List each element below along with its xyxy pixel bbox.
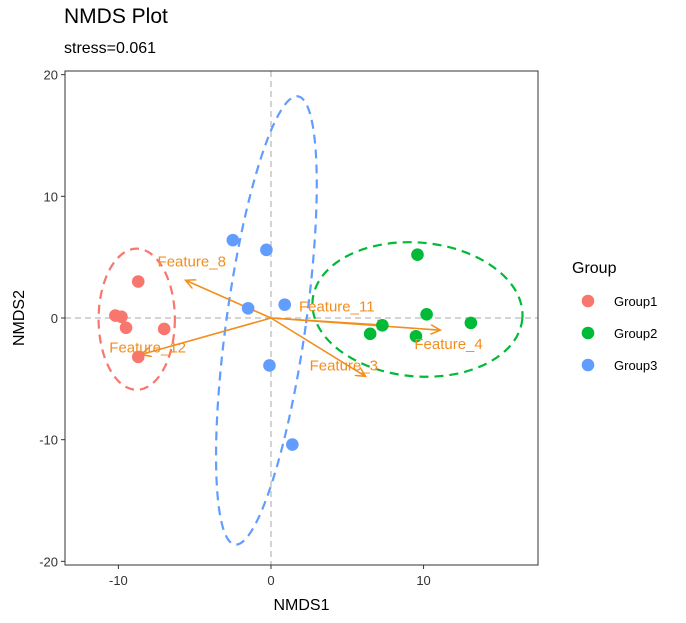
y-axis-title: NMDS2	[11, 290, 28, 346]
point-group2	[376, 319, 389, 332]
vector-label-feature_3: Feature_3	[310, 357, 378, 374]
legend-key-group3	[581, 358, 595, 372]
point-group2	[409, 329, 423, 343]
reference-lines	[65, 71, 538, 565]
legend-label-group2: Group2	[614, 326, 657, 341]
vector-feature_3	[270, 317, 366, 376]
data-points	[109, 233, 478, 451]
point-group3	[278, 298, 292, 311]
vector-feature_12	[141, 317, 272, 355]
feature-vectors	[141, 280, 440, 376]
point-group3	[263, 359, 276, 372]
feature-vector-labels: Feature_8 Feature_12 Feature_11 Feature_4 Fe…	[109, 253, 482, 374]
legend-title: Group	[572, 260, 617, 277]
ellipse-group3	[214, 95, 318, 546]
x-axis-title: NMDS1	[273, 597, 329, 614]
vector-label-feature_4: Feature_4	[414, 336, 482, 353]
vector-feature_8	[186, 280, 272, 319]
chart-subtitle: stress=0.061	[64, 40, 157, 57]
x-tick-label: 10	[416, 573, 430, 588]
legend-label-group3: Group3	[614, 358, 657, 373]
y-tick-label: 10	[44, 189, 58, 204]
point-group3	[226, 233, 240, 247]
point-group3	[286, 438, 299, 451]
x-tick-label: 0	[267, 573, 274, 588]
vector-label-feature_11: Feature_11	[299, 298, 375, 315]
point-group1	[131, 275, 145, 288]
y-tick-label: 0	[51, 311, 58, 326]
point-group2	[411, 248, 424, 262]
y-tick-label: 20	[44, 68, 58, 83]
chart-title: NMDS Plot	[64, 5, 168, 28]
point-group1	[119, 321, 133, 335]
point-group1	[157, 322, 171, 336]
axes: -10 0 10 -20 -10 0 10 20	[39, 68, 431, 588]
y-tick-label: -20	[39, 554, 58, 569]
x-tick-label: -10	[109, 573, 128, 588]
legend-key-group1	[581, 294, 595, 308]
point-group3	[260, 243, 273, 257]
point-group1	[115, 310, 128, 324]
ellipse-group2	[311, 241, 524, 378]
y-tick-label: -10	[39, 433, 58, 448]
point-group2	[363, 327, 377, 341]
legend-label-group1: Group1	[614, 294, 657, 309]
legend: Group Group1 Group2 Group3	[572, 260, 657, 373]
legend-key-group2	[581, 326, 595, 340]
vector-feature_4	[270, 317, 440, 330]
point-group1	[131, 350, 145, 364]
point-group2	[420, 308, 433, 321]
vector-label-feature_12: Feature_12	[109, 340, 186, 357]
vector-label-feature_8: Feature_8	[158, 253, 226, 270]
point-group3	[241, 301, 255, 315]
point-group2	[464, 316, 478, 330]
group-ellipses	[97, 95, 524, 546]
ellipse-group1	[97, 247, 176, 391]
